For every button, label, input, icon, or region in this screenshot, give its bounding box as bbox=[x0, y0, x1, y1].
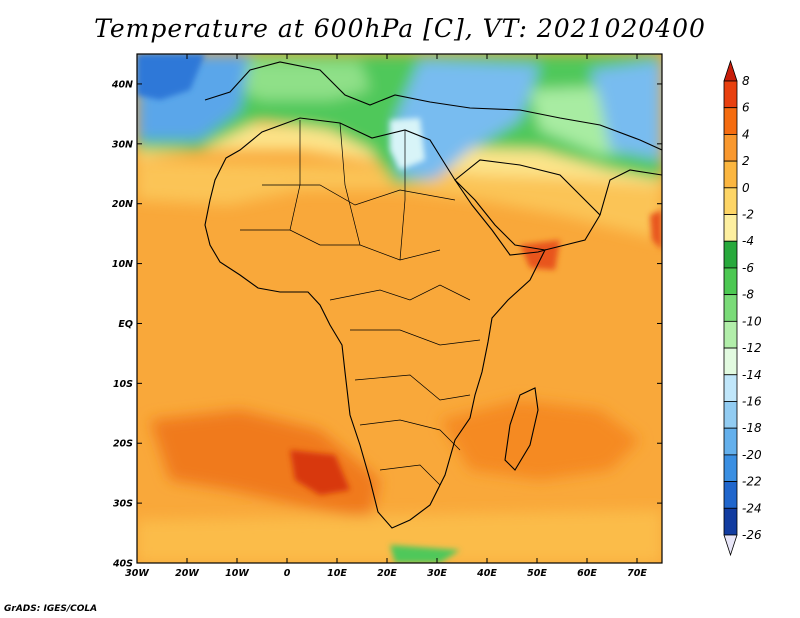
colorbar-label: -22 bbox=[742, 475, 762, 489]
lat-tick-label: 40N bbox=[111, 79, 133, 90]
colorbar-label: -14 bbox=[742, 368, 762, 382]
latitude-axis: 40N 30N 20N 10N EQ 10S 20S 30S 40S bbox=[111, 79, 662, 570]
colorbar-swatch bbox=[723, 401, 738, 429]
lon-tick-label: 20W bbox=[175, 568, 199, 579]
colorbar-label: -2 bbox=[742, 208, 754, 222]
colorbar-bottom-arrow bbox=[723, 534, 738, 557]
asia-coastline bbox=[599, 169, 662, 216]
colorbar-swatch bbox=[723, 160, 738, 189]
colorbar-swatch bbox=[723, 374, 738, 402]
colorbar-swatch bbox=[723, 214, 738, 242]
coastlines bbox=[204, 61, 662, 529]
lon-tick-label: 10E bbox=[327, 568, 347, 579]
colorbar-swatch bbox=[723, 240, 738, 269]
madagascar-coastline bbox=[504, 387, 539, 471]
colorbar-label: -8 bbox=[742, 288, 754, 302]
lat-tick-label: 20N bbox=[112, 199, 133, 210]
colorbar-label: -16 bbox=[742, 394, 762, 408]
country-borders bbox=[240, 120, 481, 486]
colorbar-swatch bbox=[723, 507, 738, 536]
colorbar-label: 2 bbox=[742, 154, 750, 168]
lon-tick-label: 60E bbox=[577, 568, 597, 579]
lat-tick-label: 40S bbox=[112, 559, 133, 570]
colorbar: 8 6 4 2 0 -2 -4 -6 -8 -10 -12 -14 -16 -18 -20 -22 -24 -26 bbox=[723, 59, 762, 557]
colorbar-swatch bbox=[723, 187, 738, 215]
colorbar-label: 0 bbox=[742, 181, 750, 195]
colorbar-label: -4 bbox=[742, 234, 754, 248]
colorbar-label: -6 bbox=[742, 261, 754, 275]
lon-tick-label: 20E bbox=[377, 568, 397, 579]
lon-tick-label: 50E bbox=[527, 568, 547, 579]
temperature-field bbox=[137, 54, 662, 563]
longitude-axis: 30W 20W 10W 0 10E 20E 30E 40E 50E 60E 70E bbox=[125, 54, 647, 579]
europe-coastline bbox=[204, 61, 662, 151]
lat-tick-label: 10N bbox=[112, 259, 133, 270]
colorbar-label: -18 bbox=[742, 421, 762, 435]
lat-tick-label: 10S bbox=[113, 379, 133, 390]
lon-tick-label: 40E bbox=[476, 568, 497, 579]
lon-tick-label: 30W bbox=[125, 568, 149, 579]
lat-tick-label: 30S bbox=[113, 499, 133, 510]
colorbar-label: 6 bbox=[742, 101, 750, 115]
lon-tick-label: 10W bbox=[225, 568, 249, 579]
colorbar-swatch bbox=[723, 80, 738, 109]
colorbar-swatch bbox=[723, 107, 738, 135]
plot-title: Temperature at 600hPa [C], VT: 202102040… bbox=[94, 14, 706, 43]
colorbar-swatch bbox=[723, 481, 738, 509]
africa-coastline bbox=[204, 117, 547, 529]
colorbar-label: -20 bbox=[742, 448, 762, 462]
grads-credit: GrADS: IGES/COLA bbox=[4, 604, 98, 614]
colorbar-label: 4 bbox=[742, 127, 750, 141]
lon-tick-label: 0 bbox=[284, 568, 291, 579]
colorbar-swatch bbox=[723, 454, 738, 482]
colorbar-label: -26 bbox=[742, 528, 762, 542]
lon-tick-label: 70E bbox=[627, 568, 647, 579]
colorbar-label: -12 bbox=[742, 341, 762, 355]
lon-tick-label: 30E bbox=[427, 568, 447, 579]
colorbar-swatch bbox=[723, 294, 738, 322]
map-frame bbox=[136, 53, 663, 564]
colorbar-swatch bbox=[723, 267, 738, 296]
colorbar-swatch bbox=[723, 347, 738, 376]
colorbar-label: 8 bbox=[742, 74, 750, 88]
colorbar-swatch bbox=[723, 427, 738, 456]
colorbar-top-arrow bbox=[723, 59, 738, 82]
lat-tick-label: 20S bbox=[113, 439, 133, 450]
colorbar-label: -10 bbox=[742, 314, 762, 328]
colorbar-swatch bbox=[723, 320, 738, 349]
arabia-coastline bbox=[454, 159, 601, 251]
colorbar-swatch bbox=[723, 134, 738, 162]
lat-tick-label: EQ bbox=[118, 319, 133, 330]
lat-tick-label: 30N bbox=[112, 139, 133, 150]
colorbar-label: -24 bbox=[742, 501, 762, 515]
